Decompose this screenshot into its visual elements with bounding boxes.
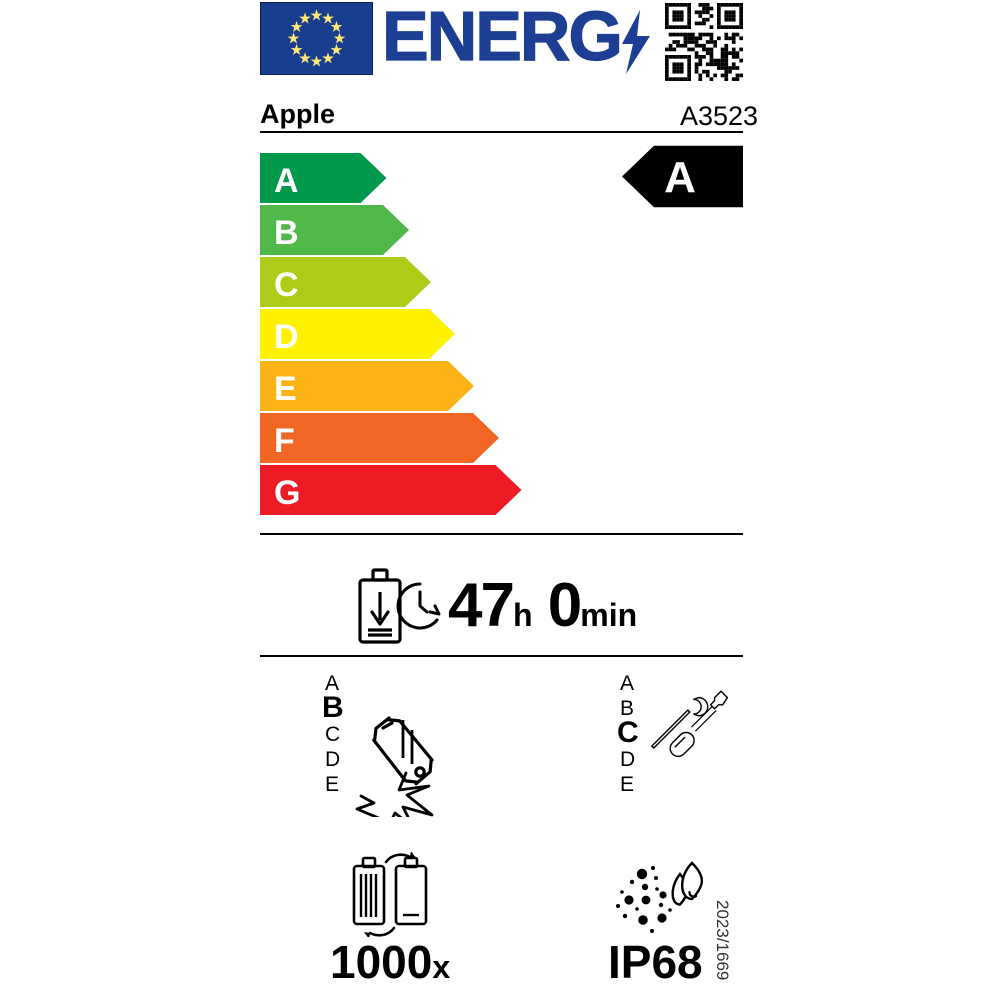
svg-text:A: A xyxy=(274,162,299,200)
svg-text:E: E xyxy=(274,370,297,408)
svg-text:A: A xyxy=(664,153,696,202)
svg-text:F: F xyxy=(274,422,295,460)
svg-text:G: G xyxy=(274,474,300,512)
svg-text:D: D xyxy=(274,318,299,356)
svg-text:C: C xyxy=(274,266,299,304)
svg-text:B: B xyxy=(274,214,299,252)
